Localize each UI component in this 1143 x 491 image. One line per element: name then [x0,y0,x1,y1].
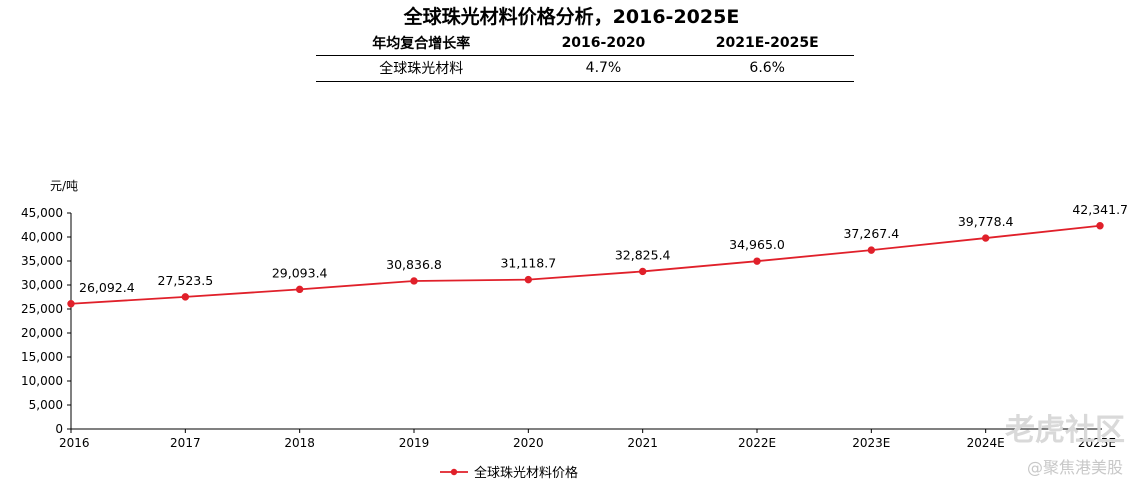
legend-swatch-marker [450,468,458,476]
legend-label: 全球珠光材料价格 [474,465,578,481]
y-tick-label: 45,000 [21,206,63,220]
data-point [867,246,876,254]
cagr-data-row: 全球珠光材料 4.7% 6.6% [316,55,854,82]
x-tick-label: 2025E [1078,436,1116,450]
data-label: 27,523.5 [157,273,213,288]
x-tick-label: 2020 [513,436,544,450]
watermark-sub: @聚焦港美股 [1026,458,1123,477]
data-point [524,275,533,284]
data-label: 29,093.4 [272,265,328,280]
cagr-header-metric: 年均复合增长率 [316,32,527,56]
data-label: 42,341.7 [1072,202,1128,217]
x-tick-label: 2018 [284,436,315,450]
y-tick-label: 0 [55,422,63,436]
data-point [67,300,75,308]
data-point [181,293,190,301]
data-point [1096,222,1104,230]
data-point [295,285,304,294]
y-tick-label: 25,000 [21,302,63,316]
data-label: 31,118.7 [500,256,556,271]
x-tick-label: 2021 [627,436,658,450]
data-label: 26,092.4 [79,280,135,295]
data-point [410,277,418,285]
cagr-table: 年均复合增长率 2016-2020 2021E-2025E 全球珠光材料 4.7… [316,32,854,82]
x-tick-label: 2016 [59,436,90,450]
watermark: 老虎社区 [1005,413,1125,448]
data-label: 39,778.4 [958,214,1014,229]
y-axis-label: 元/吨 [50,179,78,193]
series-line [70,224,1101,305]
y-tick-label: 15,000 [21,350,63,364]
cagr-value-period-2: 6.6% [680,55,854,82]
y-tick-label: 35,000 [21,254,63,268]
y-tick-label: 40,000 [21,230,63,244]
x-tick-label: 2024E [967,436,1005,450]
cagr-header-row: 年均复合增长率 2016-2020 2021E-2025E [316,32,854,56]
cagr-header-period-2: 2021E-2025E [680,32,854,56]
y-tick-label: 20,000 [21,326,63,340]
cagr-header-period-1: 2016-2020 [526,32,681,56]
data-point [753,257,761,265]
x-tick-label: 2017 [170,436,201,450]
y-tick-label: 5,000 [29,398,63,412]
cagr-row-label: 全球珠光材料 [316,55,527,82]
data-label: 32,825.4 [615,247,671,262]
x-tick-label: 2019 [399,436,430,450]
chart-title: 全球珠光材料价格分析，2016-2025E [403,6,740,28]
x-tick-label: 2022E [738,436,776,450]
data-label: 30,836.8 [386,257,442,272]
y-tick-label: 10,000 [21,374,63,388]
x-tick-label: 2023E [852,436,890,450]
data-point [981,234,990,242]
data-label: 37,267.4 [843,226,899,241]
data-point [638,267,647,276]
cagr-value-period-1: 4.7% [526,55,681,82]
data-label: 34,965.0 [729,237,785,252]
y-tick-label: 30,000 [21,278,63,292]
